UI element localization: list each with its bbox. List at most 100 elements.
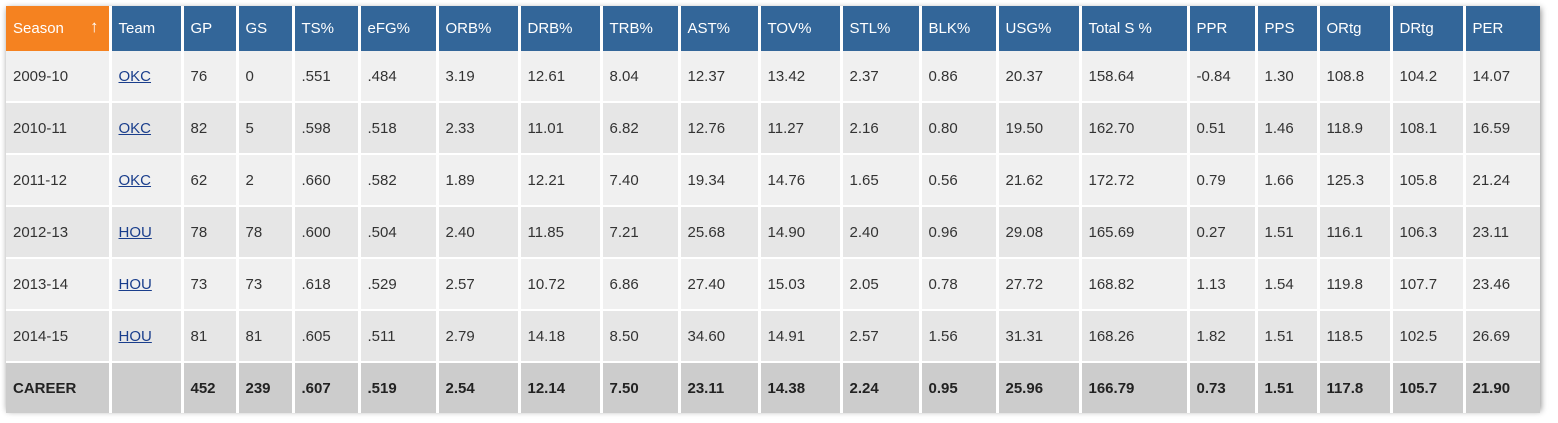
column-header-label: PPS — [1264, 20, 1295, 37]
team-link[interactable]: HOU — [118, 223, 152, 241]
column-header-label: GS — [245, 20, 268, 37]
table-cell: 118.9 — [1318, 102, 1393, 155]
table-cell: 12.37 — [679, 51, 761, 103]
table-cell: 14.90 — [759, 206, 843, 259]
table-cell: 12.21 — [519, 154, 603, 207]
table-cell: 12.61 — [519, 51, 603, 103]
career-cell: 0.95 — [920, 362, 999, 413]
table-cell: 1.89 — [437, 154, 521, 207]
column-header-ppr[interactable]: PPR — [1188, 6, 1258, 51]
table-cell: 104.2 — [1391, 51, 1466, 103]
table-cell: 82 — [182, 102, 239, 155]
table-cell: 168.82 — [1080, 258, 1190, 311]
table-cell: 2.57 — [841, 310, 922, 363]
column-header-orb-pct[interactable]: ORB% — [437, 6, 521, 51]
column-header-per[interactable]: PER — [1464, 6, 1540, 51]
column-header-tov-pct[interactable]: TOV% — [759, 6, 843, 51]
table-cell: 15.03 — [759, 258, 843, 311]
column-header-efg-pct[interactable]: eFG% — [359, 6, 439, 51]
table-cell: 76 — [182, 51, 239, 103]
table-row: 2009-10 OKC 76 0.551.484 3.19 12.61 8.04 12.37 1… — [6, 51, 1540, 103]
table-cell: 6.86 — [601, 258, 681, 311]
table-cell: 23.11 — [1464, 206, 1540, 259]
team-link[interactable]: OKC — [118, 67, 152, 85]
table-cell: 8.04 — [601, 51, 681, 103]
table-cell: 20.37 — [997, 51, 1082, 103]
advanced-stats-table: Season ↑ Team GP GS TS% eFG% ORB% DRB% TRB% AST% TO… — [6, 6, 1540, 413]
table-cell: .582 — [359, 154, 439, 207]
table-row: 2011-12 OKC 62 2.660.582 1.89 12.21 7.40 19.34 1… — [6, 154, 1540, 207]
column-header-label: DRB% — [527, 20, 573, 37]
table-cell: 13.42 — [759, 51, 843, 103]
table-cell: 116.1 — [1318, 206, 1393, 259]
table-cell: 1.51 — [1256, 206, 1320, 259]
table-cell: 12.76 — [679, 102, 761, 155]
column-header-label: ORB% — [445, 20, 492, 37]
team-link[interactable]: HOU — [118, 275, 152, 293]
career-cell: 117.8 — [1318, 362, 1393, 413]
table-row: 2014-15 HOU 81 81.605.511 2.79 14.18 8.50 34.60… — [6, 310, 1540, 363]
table-cell: 11.01 — [519, 102, 603, 155]
column-header-total-s-pct[interactable]: Total S % — [1080, 6, 1190, 51]
column-header-label: ORtg — [1326, 20, 1362, 37]
table-cell: .618 — [293, 258, 361, 311]
table-cell: 2.37 — [841, 51, 922, 103]
table-cell: 162.70 — [1080, 102, 1190, 155]
table-row: 2010-11 OKC 82 5.598.518 2.33 11.01 6.82 12.76 1… — [6, 102, 1540, 155]
table-cell: 21.62 — [997, 154, 1082, 207]
career-cell: 105.7 — [1391, 362, 1466, 413]
column-header-stl-pct[interactable]: STL% — [841, 6, 922, 51]
career-cell: 452 — [182, 362, 239, 413]
team-link[interactable]: OKC — [118, 119, 152, 137]
table-cell: 73 — [237, 258, 295, 311]
table-cell: .551 — [293, 51, 361, 103]
column-header-ts-pct[interactable]: TS% — [293, 6, 361, 51]
table-cell: 172.72 — [1080, 154, 1190, 207]
team-link[interactable]: OKC — [118, 171, 152, 189]
table-cell: 34.60 — [679, 310, 761, 363]
table-cell: 102.5 — [1391, 310, 1466, 363]
team-link[interactable]: HOU — [118, 327, 152, 345]
table-cell: 2.33 — [437, 102, 521, 155]
table-cell: 6.82 — [601, 102, 681, 155]
table-cell: .504 — [359, 206, 439, 259]
career-cell — [110, 362, 184, 413]
column-header-blk-pct[interactable]: BLK% — [920, 6, 999, 51]
table-cell: 7.21 — [601, 206, 681, 259]
table-cell: 27.72 — [997, 258, 1082, 311]
table-cell: 2.40 — [841, 206, 922, 259]
column-header-ast-pct[interactable]: AST% — [679, 6, 761, 51]
table-cell: 29.08 — [997, 206, 1082, 259]
table-cell: 0.86 — [920, 51, 999, 103]
table-cell: 16.59 — [1464, 102, 1540, 155]
table-cell: 81 — [237, 310, 295, 363]
table-cell: 81 — [182, 310, 239, 363]
table-cell: 108.8 — [1318, 51, 1393, 103]
column-header-season[interactable]: Season ↑ — [6, 6, 112, 51]
career-cell: 0.73 — [1188, 362, 1258, 413]
column-header-label: DRtg — [1399, 20, 1434, 37]
column-header-label: Team — [118, 20, 156, 37]
column-header-usg-pct[interactable]: USG% — [997, 6, 1082, 51]
column-header-gp[interactable]: GP — [182, 6, 239, 51]
table-cell: 14.91 — [759, 310, 843, 363]
column-header-drtg[interactable]: DRtg — [1391, 6, 1466, 51]
table-cell: 1.56 — [920, 310, 999, 363]
column-header-gs[interactable]: GS — [237, 6, 295, 51]
column-header-trb-pct[interactable]: TRB% — [601, 6, 681, 51]
column-header-drb-pct[interactable]: DRB% — [519, 6, 603, 51]
column-header-ortg[interactable]: ORtg — [1318, 6, 1393, 51]
table-cell: 19.34 — [679, 154, 761, 207]
career-cell: 21.90 — [1464, 362, 1540, 413]
column-header-pps[interactable]: PPS — [1256, 6, 1320, 51]
table-cell: 2011-12 — [6, 154, 112, 207]
table-cell: 21.24 — [1464, 154, 1540, 207]
column-header-team[interactable]: Team — [110, 6, 184, 51]
table-cell: 0.56 — [920, 154, 999, 207]
table-cell: 125.3 — [1318, 154, 1393, 207]
table-cell: 3.19 — [437, 51, 521, 103]
table-cell: 108.1 — [1391, 102, 1466, 155]
table-cell: 106.3 — [1391, 206, 1466, 259]
table-cell: 73 — [182, 258, 239, 311]
column-header-label: Total S % — [1088, 20, 1152, 37]
